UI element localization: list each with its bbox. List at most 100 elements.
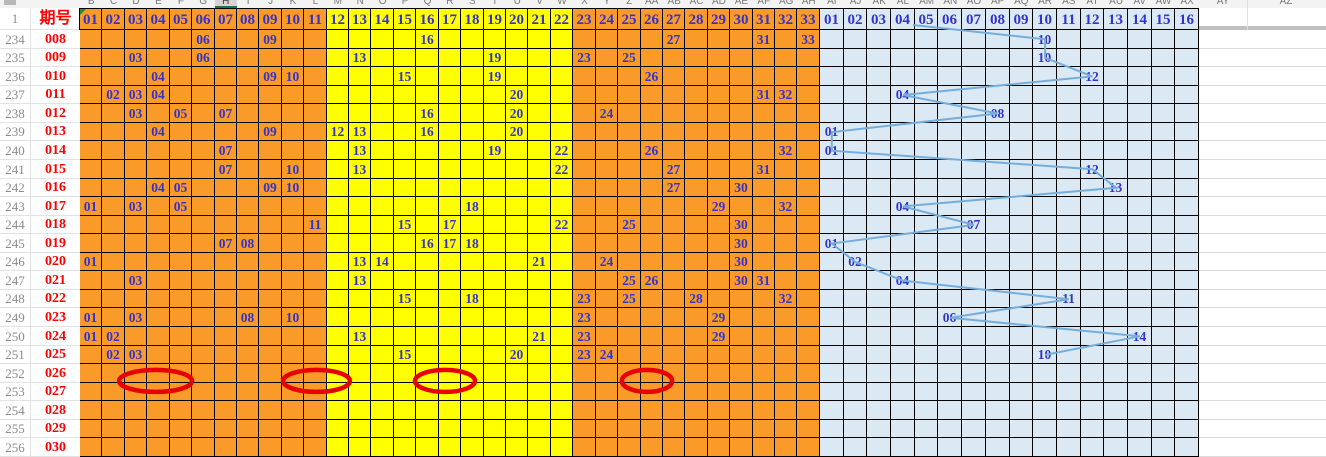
blue-cell[interactable]: [1057, 197, 1081, 216]
red-cell[interactable]: [416, 290, 439, 308]
red-cell[interactable]: [416, 420, 439, 438]
red-cell[interactable]: [685, 141, 708, 160]
red-cell[interactable]: [439, 179, 461, 197]
blue-cell[interactable]: [844, 104, 867, 123]
blue-cell[interactable]: [1152, 383, 1175, 401]
blue-cell[interactable]: [986, 86, 1010, 104]
row-number[interactable]: 242: [0, 179, 30, 197]
red-cell[interactable]: [371, 438, 394, 457]
red-cell[interactable]: [215, 67, 237, 86]
red-cell[interactable]: [371, 197, 394, 216]
red-cell[interactable]: [304, 30, 327, 49]
red-cell[interactable]: [528, 123, 551, 141]
issue-cell[interactable]: 015: [30, 160, 80, 179]
red-cell[interactable]: [147, 383, 170, 401]
red-cell[interactable]: 28: [685, 290, 708, 308]
red-header-cell[interactable]: 20: [506, 8, 528, 30]
red-cell[interactable]: [461, 438, 484, 457]
red-cell[interactable]: [394, 160, 416, 179]
red-cell[interactable]: [528, 49, 551, 67]
blue-cell[interactable]: [1057, 49, 1081, 67]
red-cell[interactable]: [641, 401, 663, 420]
red-cell[interactable]: [371, 160, 394, 179]
red-cell[interactable]: [775, 67, 797, 86]
blue-cell[interactable]: 01: [820, 234, 844, 253]
red-cell[interactable]: [797, 438, 820, 457]
blue-header-cell[interactable]: 06: [938, 8, 962, 30]
column-letter[interactable]: AD: [712, 0, 726, 7]
blue-cell[interactable]: [1128, 271, 1152, 290]
row-number[interactable]: 235: [0, 49, 30, 67]
blue-cell[interactable]: [1104, 216, 1128, 234]
column-letter[interactable]: K: [289, 0, 297, 7]
blue-cell[interactable]: [915, 401, 938, 420]
red-header-cell[interactable]: 19: [484, 8, 506, 30]
red-cell[interactable]: [80, 420, 102, 438]
blue-cell[interactable]: [1128, 346, 1152, 364]
red-cell[interactable]: [618, 30, 641, 49]
empty-cell[interactable]: [1199, 141, 1247, 160]
empty-cell[interactable]: [1247, 290, 1326, 308]
red-cell[interactable]: [170, 253, 192, 271]
column-letter[interactable]: Q: [423, 0, 432, 7]
red-cell[interactable]: [551, 30, 573, 49]
red-cell[interactable]: [596, 290, 618, 308]
red-cell[interactable]: [215, 216, 237, 234]
red-cell[interactable]: 27: [663, 179, 685, 197]
blue-cell[interactable]: [1081, 123, 1104, 141]
blue-cell[interactable]: [986, 327, 1010, 346]
red-cell[interactable]: [663, 104, 685, 123]
blue-cell[interactable]: [1010, 234, 1033, 253]
column-letter[interactable]: AW: [1155, 0, 1172, 7]
red-cell[interactable]: [192, 67, 215, 86]
blue-cell[interactable]: [1057, 327, 1081, 346]
blue-cell[interactable]: 10: [1033, 346, 1057, 364]
red-cell[interactable]: [371, 383, 394, 401]
blue-cell[interactable]: [938, 216, 962, 234]
red-cell[interactable]: [484, 346, 506, 364]
red-cell[interactable]: [80, 123, 102, 141]
red-cell[interactable]: [327, 401, 349, 420]
red-cell[interactable]: [170, 271, 192, 290]
red-cell[interactable]: 25: [618, 49, 641, 67]
red-cell[interactable]: [282, 253, 304, 271]
blue-cell[interactable]: [962, 30, 986, 49]
red-cell[interactable]: [641, 197, 663, 216]
red-cell[interactable]: [304, 234, 327, 253]
red-cell[interactable]: [192, 401, 215, 420]
red-cell[interactable]: [708, 30, 730, 49]
red-cell[interactable]: 04: [147, 123, 170, 141]
blue-cell[interactable]: [844, 49, 867, 67]
blue-cell[interactable]: [1033, 179, 1057, 197]
red-cell[interactable]: 17: [439, 216, 461, 234]
red-cell[interactable]: [685, 308, 708, 327]
empty-cell[interactable]: [1247, 253, 1326, 271]
red-cell[interactable]: [102, 364, 125, 383]
red-cell[interactable]: [528, 30, 551, 49]
red-cell[interactable]: [371, 86, 394, 104]
red-cell[interactable]: [102, 30, 125, 49]
red-cell[interactable]: 20: [506, 123, 528, 141]
blue-cell[interactable]: [1175, 216, 1199, 234]
red-cell[interactable]: [371, 104, 394, 123]
red-cell[interactable]: [663, 67, 685, 86]
red-cell[interactable]: [371, 234, 394, 253]
red-cell[interactable]: 01: [80, 327, 102, 346]
red-cell[interactable]: [416, 327, 439, 346]
red-cell[interactable]: [192, 123, 215, 141]
red-cell[interactable]: 13: [349, 327, 371, 346]
red-cell[interactable]: 01: [80, 308, 102, 327]
blue-cell[interactable]: [962, 179, 986, 197]
blue-cell[interactable]: [1175, 253, 1199, 271]
red-cell[interactable]: [708, 364, 730, 383]
red-cell[interactable]: [125, 179, 147, 197]
blue-header-cell[interactable]: 03: [867, 8, 891, 30]
blue-cell[interactable]: [1081, 86, 1104, 104]
empty-cell[interactable]: [1199, 30, 1247, 49]
red-cell[interactable]: [596, 67, 618, 86]
blue-cell[interactable]: [962, 86, 986, 104]
red-cell[interactable]: [730, 327, 753, 346]
red-cell[interactable]: [349, 420, 371, 438]
red-cell[interactable]: [663, 141, 685, 160]
red-cell[interactable]: [102, 308, 125, 327]
